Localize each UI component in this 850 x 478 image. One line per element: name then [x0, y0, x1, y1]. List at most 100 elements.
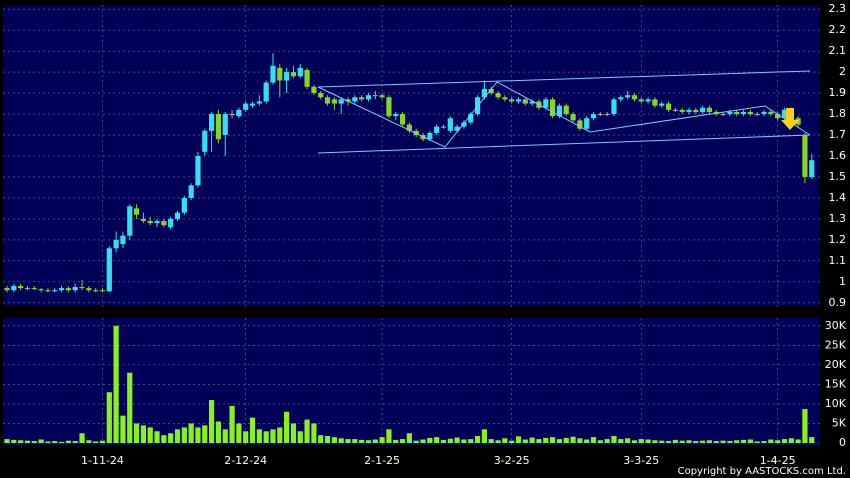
- volume-bar: [768, 439, 774, 443]
- y-tick-label: 1.9: [829, 86, 847, 99]
- candle-body: [495, 93, 501, 98]
- volume-bar: [359, 439, 365, 443]
- x-tick-label: 3-3-25: [623, 454, 659, 467]
- candle-body: [556, 105, 563, 117]
- volume-bar: [154, 431, 160, 443]
- volume-bar: [597, 440, 603, 443]
- candle-body: [454, 126, 460, 131]
- volume-bar: [304, 419, 310, 443]
- candle-body: [754, 114, 760, 116]
- volume-bar: [379, 437, 385, 443]
- copyright: Copyright by AASTOCKS.com Ltd.: [678, 466, 846, 477]
- candle-body: [740, 111, 747, 115]
- volume-bar: [713, 441, 719, 443]
- volume-tick-label: 0: [839, 436, 846, 449]
- volume-bar: [345, 439, 351, 443]
- volume-bar: [693, 441, 699, 443]
- candle-body: [672, 109, 678, 111]
- volume-bar: [147, 427, 153, 443]
- candle-body: [4, 288, 10, 291]
- volume-bar: [509, 440, 515, 443]
- volume-bar: [72, 441, 78, 443]
- candle-body: [345, 99, 351, 102]
- candle-body: [202, 130, 208, 152]
- volume-bar: [31, 441, 37, 443]
- volume-tick-label: 30K: [825, 319, 847, 332]
- candle-body: [611, 99, 617, 115]
- volume-bar: [393, 439, 399, 443]
- volume-bar: [58, 441, 65, 443]
- volume-panel: [3, 318, 820, 446]
- volume-bar: [113, 325, 119, 443]
- volume-bar: [413, 440, 419, 443]
- volume-bar: [174, 429, 181, 443]
- candle-body: [550, 99, 556, 117]
- volume-bar: [434, 437, 440, 443]
- candle-body: [747, 111, 753, 115]
- candle-body: [447, 118, 453, 131]
- y-tick-label: 1: [839, 275, 846, 288]
- volume-bar: [754, 441, 760, 443]
- volume-bar: [474, 435, 481, 443]
- candle-body: [127, 206, 133, 236]
- volume-bar: [550, 437, 556, 443]
- volume-bar: [529, 437, 535, 443]
- x-tick-label: 2-1-25: [364, 454, 400, 467]
- candle-body: [393, 114, 399, 117]
- candle-body: [352, 97, 358, 102]
- volume-bar: [775, 440, 781, 443]
- candle-body: [270, 65, 276, 83]
- candle-body: [236, 109, 242, 117]
- candle-body: [693, 109, 699, 112]
- candle-body: [106, 248, 112, 292]
- candle-body: [147, 221, 153, 224]
- volume-bar: [502, 438, 508, 443]
- candle-body: [509, 99, 515, 102]
- candle-body: [590, 114, 597, 119]
- y-tick-label: 2: [839, 65, 846, 78]
- channel-upper: [317, 70, 811, 88]
- candle-body: [652, 99, 658, 106]
- candle-body: [720, 114, 726, 116]
- y-tick-label: 1.4: [829, 191, 847, 204]
- volume-bar: [127, 372, 133, 443]
- volume-bar: [488, 439, 494, 443]
- volume-bar: [120, 415, 126, 443]
- candle-body: [45, 290, 51, 292]
- volume-bar: [727, 441, 733, 443]
- candle-body: [604, 114, 610, 116]
- candle-body: [188, 185, 194, 198]
- candle-body: [522, 99, 528, 104]
- volume-bar: [427, 437, 433, 443]
- candle-body: [318, 93, 324, 98]
- candle-body: [659, 103, 665, 106]
- candle-body: [461, 122, 467, 127]
- x-tick-label: 1-11-24: [81, 454, 124, 467]
- volume-bar: [461, 439, 467, 443]
- volume-tick-label: 15K: [825, 377, 847, 390]
- volume-bar: [11, 439, 17, 443]
- volume-bar: [809, 437, 815, 443]
- candle-body: [768, 111, 774, 115]
- volume-bar: [399, 439, 406, 443]
- volume-bar: [331, 437, 337, 443]
- candle-body: [168, 218, 174, 228]
- candle-body: [297, 67, 303, 77]
- candle-body: [93, 290, 99, 292]
- volume-bar: [665, 441, 672, 443]
- volume-bar: [297, 431, 303, 443]
- candle-body: [427, 132, 433, 140]
- volume-bar: [236, 423, 242, 443]
- candle-body: [700, 107, 706, 112]
- candle-body: [645, 99, 651, 102]
- candle-body: [625, 95, 631, 98]
- candle-body: [72, 287, 78, 291]
- volume-bar: [638, 439, 644, 443]
- volume-bar: [440, 439, 447, 443]
- volume-bar: [700, 440, 706, 443]
- y-tick-label: 1.6: [829, 149, 847, 162]
- candle-body: [563, 105, 569, 115]
- volume-bar: [79, 433, 85, 443]
- volume-bar: [106, 392, 112, 443]
- volume-bar: [24, 440, 31, 443]
